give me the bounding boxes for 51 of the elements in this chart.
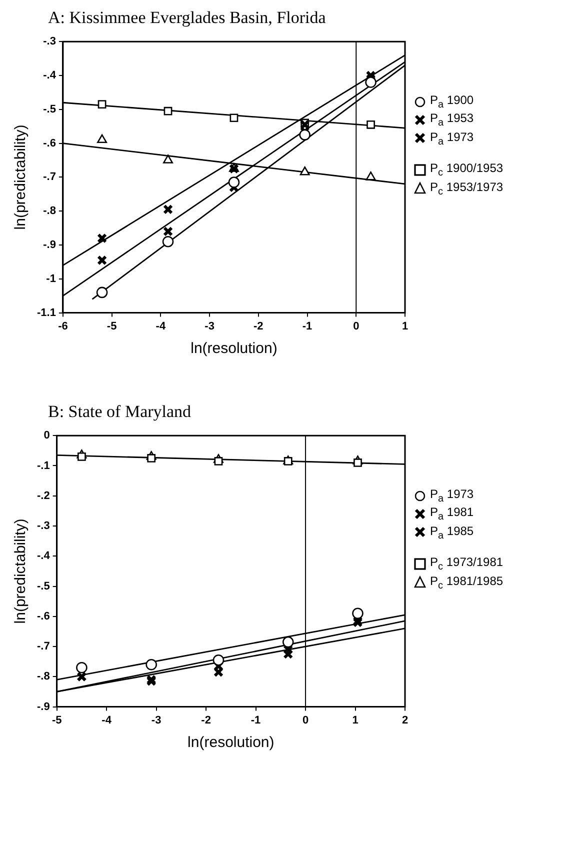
- y-axis-title: ln(predictability): [12, 124, 30, 230]
- y-tick-label: -.4: [36, 550, 51, 562]
- y-tick-label: -1.1: [36, 306, 56, 319]
- y-tick-label: -.5: [43, 103, 56, 116]
- y-tick-label: 0: [44, 430, 50, 442]
- y-axis-title: ln(predictability): [12, 518, 30, 624]
- y-tick-label: -.9: [43, 239, 56, 252]
- y-tick-label: -.3: [36, 520, 50, 532]
- y-tick-label: -.9: [36, 700, 50, 713]
- legend-label: P$_{a}$ 1981: [430, 505, 474, 523]
- x-tick-label: -2: [201, 714, 211, 726]
- y-tick-label: -.1: [36, 460, 50, 472]
- x-tick-label: -3: [204, 320, 214, 332]
- y-tick-label: -.5: [36, 580, 50, 592]
- legend-label: P$_{c}$ 1981/1985: [430, 574, 504, 591]
- x-tick-label: 0: [302, 714, 309, 726]
- y-tick-label: -.8: [36, 670, 50, 683]
- x-tick-label: -4: [156, 320, 166, 332]
- x-tick-label: -5: [52, 714, 62, 726]
- y-tick-label: -1: [46, 272, 56, 285]
- legend-label: P$_{c}$ 1953/1973: [430, 180, 504, 197]
- x-tick-label: -1: [250, 714, 261, 726]
- y-tick-label: -.4: [43, 70, 57, 82]
- legend-label: P$_{c}$ 1900/1953: [430, 161, 504, 179]
- legend-label: P$_{c}$ 1973/1981: [430, 555, 504, 573]
- x-tick-label: 0: [353, 320, 360, 332]
- x-tick-label: -1: [302, 320, 312, 332]
- y-tick-label: -.7: [36, 640, 50, 653]
- x-axis-title: ln(resolution): [188, 734, 274, 752]
- chart-title: A: Kissimmee Everglades Basin, Florida: [48, 8, 327, 28]
- legend-label: P$_{a}$ 1973: [430, 130, 474, 148]
- x-tick-label: -4: [102, 714, 112, 726]
- legend-label: P$_{a}$ 1985: [430, 524, 474, 542]
- x-tick-label: 1: [402, 320, 408, 332]
- x-tick-label: -3: [151, 714, 162, 726]
- legend-label: P$_{a}$ 1900: [430, 93, 474, 110]
- chart-title: B: State of Maryland: [48, 402, 192, 422]
- y-tick-label: -.6: [36, 610, 50, 622]
- legend-label: P$_{a}$ 1973: [430, 487, 474, 504]
- y-tick-label: -.3: [43, 36, 56, 48]
- legend-label: P$_{a}$ 1953: [430, 111, 474, 129]
- y-tick-label: -.2: [36, 490, 50, 502]
- y-tick-label: -.8: [43, 205, 56, 218]
- x-tick-label: 1: [352, 714, 358, 726]
- x-tick-label: -2: [254, 320, 264, 332]
- y-tick-label: -.7: [43, 171, 56, 184]
- x-tick-label: 2: [402, 714, 408, 726]
- x-tick-label: -5: [106, 320, 117, 332]
- y-tick-label: -.6: [43, 137, 56, 150]
- x-axis-title: ln(resolution): [190, 340, 278, 358]
- x-tick-label: -6: [58, 320, 68, 332]
